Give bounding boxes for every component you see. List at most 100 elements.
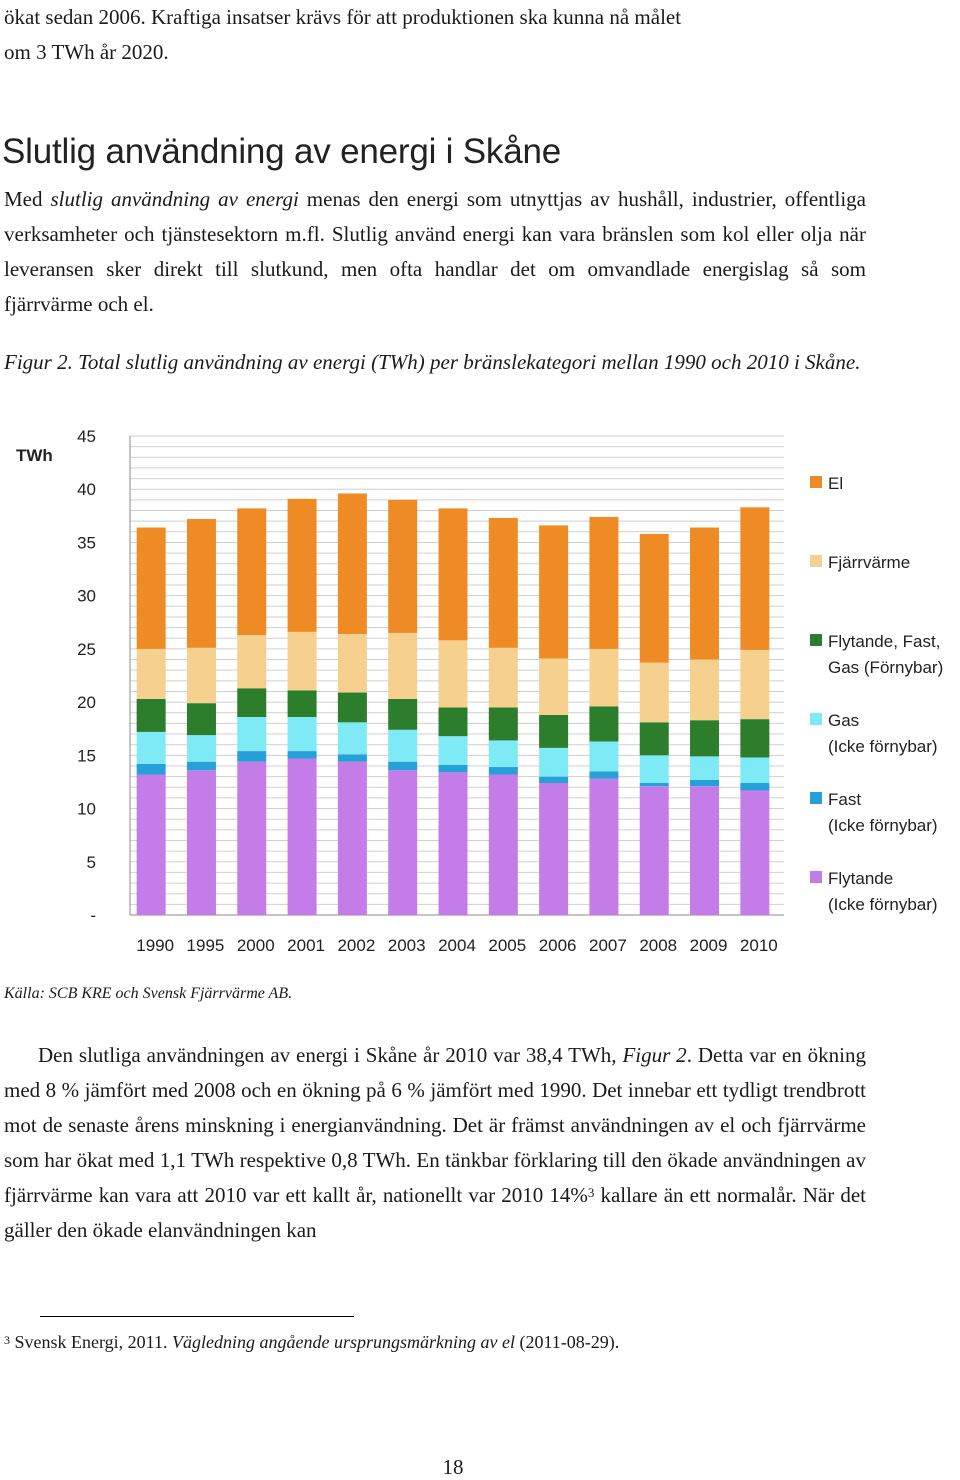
- legend-label: El: [828, 474, 843, 493]
- bar-segment: [186, 703, 216, 736]
- bar-segment: [287, 631, 317, 691]
- bar-segment: [186, 770, 216, 915]
- bar-segment: [237, 717, 267, 752]
- x-tick-label: 1995: [187, 936, 225, 955]
- x-tick-label: 2001: [287, 936, 325, 955]
- footnote-number: 3: [4, 1333, 10, 1347]
- bar-segment: [488, 647, 518, 708]
- body-text-3: kallare än ett normalår. När det gäller …: [4, 1183, 866, 1242]
- legend-label-line: (Icke förnybar): [828, 816, 938, 835]
- bar-segment: [639, 662, 669, 723]
- x-tick-label: 2004: [438, 936, 476, 955]
- intro-line-1: ökat sedan 2006. Kraftiga insatser krävs…: [4, 5, 682, 29]
- bar-segment: [539, 525, 569, 659]
- bar-segment: [237, 688, 267, 718]
- bar-segment: [287, 758, 317, 915]
- bar-segment: [237, 751, 267, 762]
- bar-segment: [388, 698, 418, 730]
- bar-segment: [639, 533, 669, 663]
- bar-segment: [388, 499, 418, 633]
- legend-label-line: Gas (Förnybar): [828, 658, 943, 677]
- x-tick-label: 2006: [539, 936, 577, 955]
- y-tick-label: -: [90, 906, 96, 925]
- bar-segment: [488, 767, 518, 775]
- legend-swatch: [810, 555, 822, 567]
- x-tick-label: 2000: [237, 936, 275, 955]
- section-heading: Slutlig användning av energi i Skåne: [2, 132, 562, 171]
- figure-caption: Figur 2. Total slutlig användning av ene…: [4, 350, 861, 374]
- bar-segment: [539, 714, 569, 748]
- bar-segment: [438, 707, 468, 737]
- legend-swatch: [810, 476, 822, 488]
- legend-label-line: Flytande, Fast,: [828, 632, 940, 651]
- legend-swatch: [810, 792, 822, 804]
- bar-segment: [438, 736, 468, 765]
- definition-term: slutlig användning av energi: [50, 187, 299, 211]
- bar-segment: [589, 778, 619, 915]
- footnote: 3 Svensk Energi, 2011. Vägledning angåen…: [4, 1330, 619, 1354]
- x-tick-label: 2002: [337, 936, 375, 955]
- footnote-reference[interactable]: 3: [587, 1185, 595, 1200]
- bar-segment: [589, 741, 619, 772]
- y-tick-label: 10: [77, 800, 96, 819]
- bar-segment: [438, 772, 468, 915]
- bar-segment: [639, 755, 669, 784]
- page-number: 18: [442, 1455, 464, 1479]
- legend-label-line: Flytande: [828, 869, 893, 888]
- bar-segment: [186, 647, 216, 704]
- bar-segment: [337, 692, 367, 723]
- bar-segment: [337, 493, 367, 634]
- x-tick-label: 2003: [388, 936, 426, 955]
- bar-segment: [488, 774, 518, 915]
- legend-label-line: (Icke förnybar): [828, 737, 938, 756]
- bar-segment: [589, 648, 619, 707]
- y-tick-label: 45: [77, 427, 96, 446]
- bar-segment: [690, 779, 720, 787]
- bar-segment: [186, 519, 216, 648]
- bar-segment: [639, 722, 669, 756]
- body-paragraph: Den slutliga användningen av energi i Sk…: [4, 1038, 866, 1248]
- footnote-text: Svensk Energi, 2011.: [10, 1332, 172, 1352]
- legend-label-line: Gas: [828, 711, 859, 730]
- bar-segment: [639, 783, 669, 787]
- bar-segment: [287, 751, 317, 759]
- bar-segment: [539, 783, 569, 915]
- bar-segment: [488, 707, 518, 741]
- legend-label-line: (Icke förnybar): [828, 895, 938, 914]
- legend-label: Flytande, Fast, Gas (Förnybar): [828, 632, 943, 677]
- intro-paragraph: ökat sedan 2006. Kraftiga insatser krävs…: [4, 0, 866, 70]
- y-tick-label: 20: [77, 693, 96, 712]
- bar-segment: [589, 771, 619, 779]
- bar-segment: [690, 527, 720, 660]
- bar-segment: [690, 786, 720, 915]
- bar-segment: [237, 761, 267, 915]
- bar-segment: [488, 740, 518, 768]
- bar-segment: [740, 507, 770, 650]
- x-tick-label: 2007: [589, 936, 627, 955]
- bar-segment: [438, 508, 468, 641]
- bar-segment: [136, 527, 166, 649]
- legend-label-line: Fjärrvärme: [828, 553, 910, 572]
- definition-paragraph: Med slutlig användning av energi menas d…: [4, 182, 866, 322]
- bar-segment: [287, 690, 317, 718]
- legend-swatch: [810, 634, 822, 646]
- bar-segment: [388, 761, 418, 771]
- y-tick-label: 30: [77, 587, 96, 606]
- legend-label-line: Fast: [828, 790, 861, 809]
- source-note: Källa: SCB KRE och Svensk Fjärrvärme AB.: [4, 985, 293, 1002]
- legend-swatch: [810, 713, 822, 725]
- y-axis-label: TWh: [16, 446, 53, 465]
- bar-segment: [136, 648, 166, 699]
- bar-segment: [690, 659, 720, 721]
- legend-label: Gas (Icke förnybar): [828, 711, 938, 756]
- bar-segment: [740, 649, 770, 720]
- x-tick-label: 1990: [136, 936, 174, 955]
- bar-segment: [337, 754, 367, 762]
- y-tick-label: 5: [87, 853, 96, 872]
- definition-pre: Med: [4, 187, 51, 211]
- x-tick-label: 2010: [740, 936, 778, 955]
- bar-segment: [539, 747, 569, 777]
- legend-label-line: El: [828, 474, 843, 493]
- bar-segment: [337, 722, 367, 755]
- bar-segment: [237, 508, 267, 636]
